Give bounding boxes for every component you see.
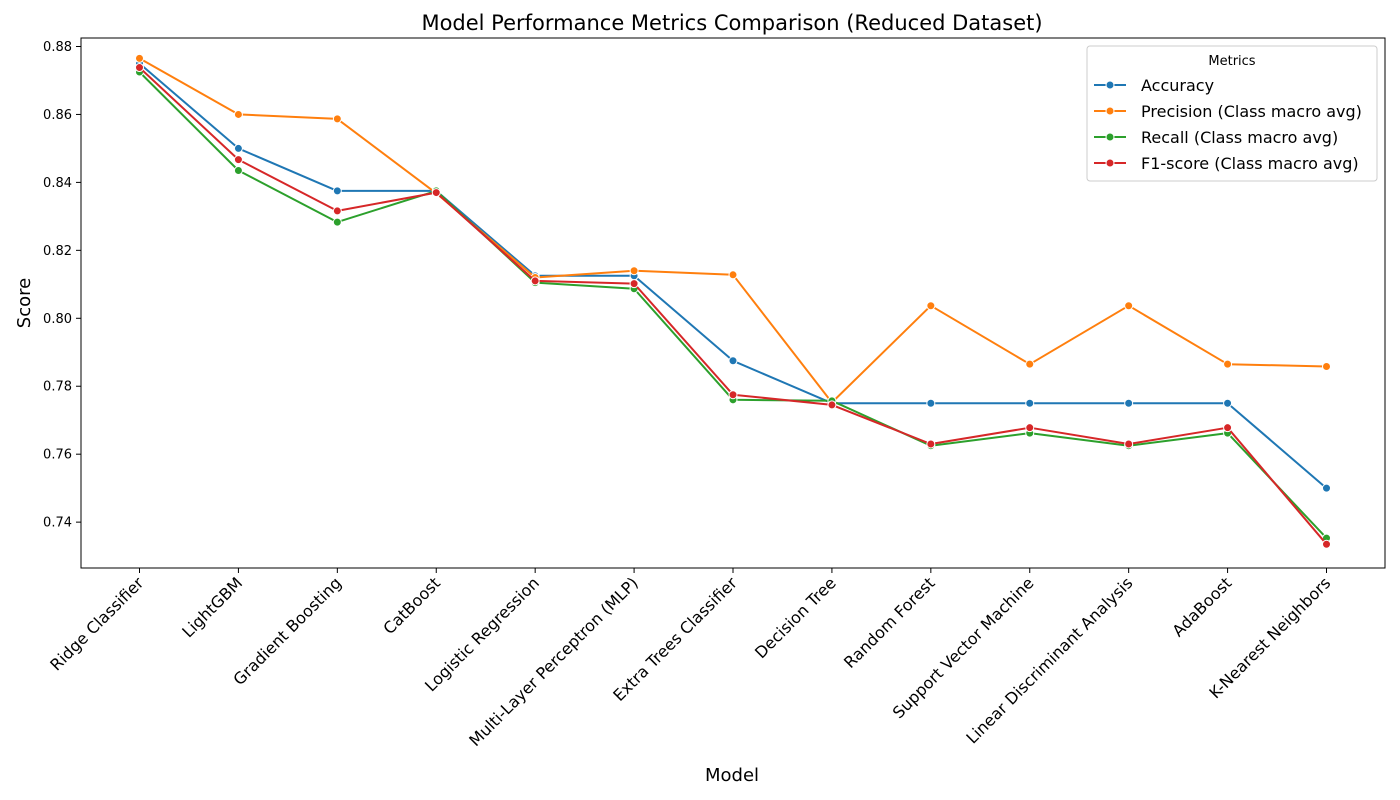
y-tick-label: 0.82 <box>43 244 72 259</box>
chart-title: Model Performance Metrics Comparison (Re… <box>421 11 1042 35</box>
y-tick-label: 0.74 <box>43 516 72 531</box>
data-point <box>431 188 441 198</box>
y-tick-label: 0.80 <box>43 312 72 327</box>
legend-marker <box>1105 132 1115 142</box>
data-point <box>1025 359 1035 369</box>
data-point <box>1322 483 1331 493</box>
series-4 <box>135 63 1331 549</box>
legend-entry: Recall (Class macro avg) <box>1094 128 1338 147</box>
data-point <box>332 206 342 216</box>
legend-marker <box>1105 80 1115 90</box>
legend-marker <box>1105 158 1115 168</box>
data-point <box>1223 398 1233 408</box>
data-point <box>1322 362 1331 372</box>
data-point <box>332 217 342 227</box>
data-point <box>728 390 738 400</box>
data-point <box>1124 398 1134 408</box>
x-tick-label: Linear Discriminant Analysis <box>962 573 1136 747</box>
x-tick-label: CatBoost <box>379 573 444 638</box>
y-tick-label: 0.78 <box>43 380 72 395</box>
data-point <box>728 356 738 366</box>
x-tick-label: AdaBoost <box>1168 573 1235 640</box>
data-point <box>1223 423 1233 433</box>
legend-title: Metrics <box>1208 54 1255 69</box>
data-point <box>233 109 243 119</box>
data-point <box>135 63 144 73</box>
data-point <box>827 400 837 410</box>
data-point <box>233 143 243 153</box>
legend-label: Accuracy <box>1141 76 1214 95</box>
legend-label: Precision (Class macro avg) <box>1141 102 1362 121</box>
y-tick-label: 0.86 <box>43 108 72 123</box>
y-tick-label: 0.76 <box>43 448 72 463</box>
data-point <box>1322 539 1331 549</box>
x-tick-label: Gradient Boosting <box>229 573 345 689</box>
data-point <box>1025 423 1035 433</box>
data-point <box>233 155 243 165</box>
data-point <box>135 53 144 63</box>
y-axis: 0.74 0.76 0.78 0.80 0.82 0.84 0.86 0.88 <box>43 40 81 531</box>
data-point <box>233 166 243 175</box>
series-group <box>135 53 1331 549</box>
data-point <box>332 114 342 124</box>
x-tick-label: Multi-Layer Perceptron (MLP) <box>465 573 642 750</box>
legend-marker <box>1105 106 1115 116</box>
x-tick-label: Decision Tree <box>751 573 840 662</box>
x-tick-label: Ridge Classifier <box>46 573 147 674</box>
data-point <box>332 186 342 196</box>
y-tick-label: 0.88 <box>43 40 72 55</box>
x-axis-title: Model <box>705 765 759 786</box>
data-point <box>530 276 540 286</box>
data-point <box>926 439 936 449</box>
legend: Metrics Accuracy Precision (Class macro a… <box>1086 45 1378 182</box>
x-tick-label: LightGBM <box>178 573 246 641</box>
data-point <box>1124 301 1134 311</box>
legend-label: Recall (Class macro avg) <box>1141 128 1338 147</box>
legend-entry: Accuracy <box>1094 76 1214 95</box>
data-point <box>926 301 936 311</box>
y-tick-label: 0.84 <box>43 176 72 191</box>
data-point <box>1223 359 1233 369</box>
x-tick-label: Random Forest <box>840 573 939 672</box>
data-point <box>1124 439 1134 449</box>
data-point <box>1025 398 1035 408</box>
legend-entry: Precision (Class macro avg) <box>1094 102 1362 121</box>
data-point <box>926 398 936 408</box>
data-point <box>728 270 738 280</box>
legend-entry: F1-score (Class macro avg) <box>1094 154 1359 173</box>
y-axis-title: Score <box>14 278 35 328</box>
data-point <box>629 279 639 289</box>
data-point <box>629 266 639 276</box>
legend-label: F1-score (Class macro avg) <box>1141 154 1359 173</box>
legend-box <box>1086 45 1378 182</box>
